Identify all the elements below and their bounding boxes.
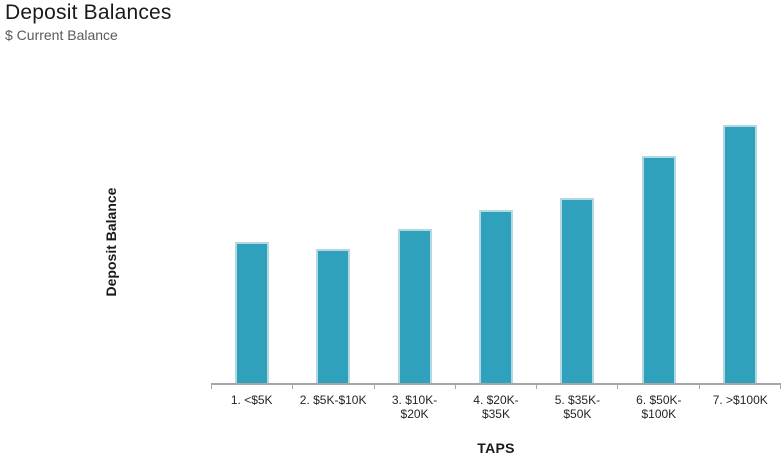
x-axis-line: [211, 383, 781, 385]
x-tick-label-line: $35K: [481, 407, 510, 421]
bar-35k-50k[interactable]: [560, 198, 595, 384]
bar-gt-100k[interactable]: [723, 125, 758, 384]
x-tick-label-line: 6. $50K-: [636, 393, 682, 407]
x-axis-ticks: [211, 385, 781, 389]
chart-subtitle: $ Current Balance: [5, 27, 118, 43]
x-tick-labels: 1. <$5K 2. $5K-$10K 3. $10K- $20K 4. $20…: [211, 393, 781, 421]
bar-cell-6: [618, 100, 699, 384]
x-axis-title: TAPS: [477, 440, 515, 456]
y-axis-title: Deposit Balance: [103, 187, 119, 297]
axis-tick: [454, 385, 456, 389]
bar-cell-7: [700, 100, 781, 384]
bar-20k-35k[interactable]: [478, 210, 513, 384]
x-tick-label-6: 6. $50K- $100K: [618, 393, 699, 421]
bar-5k-10k[interactable]: [316, 249, 351, 384]
x-tick-label-line: 4. $20K-: [473, 393, 519, 407]
bar-cell-3: [374, 100, 455, 384]
axis-tick: [211, 385, 212, 389]
bar-10k-20k[interactable]: [397, 229, 432, 384]
axis-tick: [292, 385, 294, 389]
x-tick-label-3: 3. $10K- $20K: [374, 393, 455, 421]
axis-tick: [779, 385, 781, 389]
plot-area: [211, 100, 781, 384]
x-tick-label-1: 1. <$5K: [211, 393, 292, 421]
x-tick-label-line: $50K: [563, 407, 592, 421]
x-tick-label-line: 2. $5K-$10K: [299, 393, 367, 407]
x-tick-label-7: 7. >$100K: [700, 393, 781, 421]
axis-tick: [698, 385, 700, 389]
x-tick-label-5: 5. $35K- $50K: [537, 393, 618, 421]
bar-cell-4: [455, 100, 536, 384]
axis-tick: [373, 385, 375, 389]
x-tick-label-2: 2. $5K-$10K: [292, 393, 373, 421]
x-tick-label-4: 4. $20K- $35K: [455, 393, 536, 421]
x-tick-label-line: 7. >$100K: [712, 393, 768, 407]
x-tick-label-line: 5. $35K-: [554, 393, 601, 407]
bar-50k-100k[interactable]: [641, 156, 676, 384]
bar-lt-5k[interactable]: [234, 242, 269, 384]
x-tick-label-line: 3. $10K-: [391, 393, 438, 407]
chart-title: Deposit Balances: [5, 1, 172, 24]
bar-cell-2: [292, 100, 373, 384]
bar-cell-1: [211, 100, 292, 384]
x-tick-label-line: $20K: [400, 407, 429, 421]
x-tick-label-line: 1. <$5K: [230, 393, 273, 407]
x-tick-label-line: $100K: [641, 407, 677, 421]
axis-tick: [617, 385, 619, 389]
bar-cell-5: [537, 100, 618, 384]
axis-tick: [536, 385, 538, 389]
